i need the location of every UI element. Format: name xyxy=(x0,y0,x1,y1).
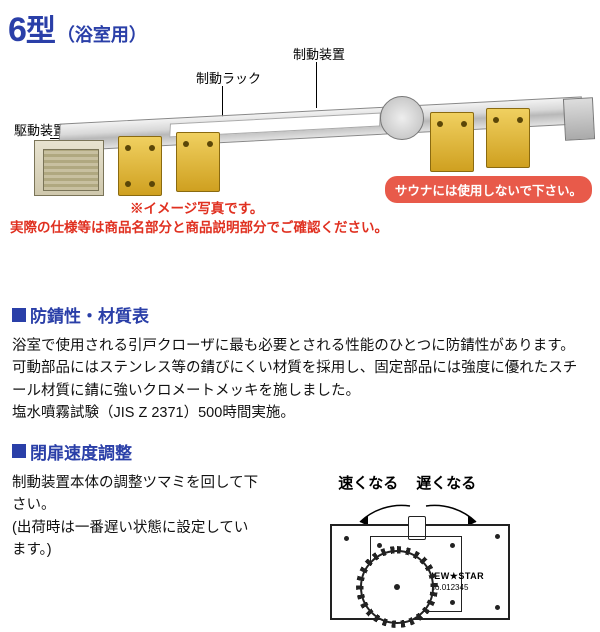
section2-title: 閉扉速度調整 xyxy=(30,439,132,464)
fast-label: 速くなる xyxy=(338,472,398,493)
callout-brake-device: 制動装置 xyxy=(293,44,345,63)
drive-unit-icon xyxy=(34,140,104,196)
sauna-warning-badge: サウナには使用しないで下さい。 xyxy=(385,176,592,203)
section-speed-adjust: 閉扉速度調整 xyxy=(0,439,600,464)
section1-para1: 浴室で使用される引戸クローザに最も必要とされる性能のひとつに防錆性があります。可… xyxy=(12,335,588,402)
section2-para1: 制動装置本体の調整ツマミを回して下さい。 xyxy=(12,472,260,517)
section1-para2: 塩水噴霧試験（JIS Z 2371）500時間実施。 xyxy=(12,402,588,424)
section-rust-material: 防錆性・材質表 浴室で使用される引戸クローザに最も必要とされる性能のひとつに防錆… xyxy=(0,302,600,425)
callout-brake-rack: 制動ラック xyxy=(196,68,261,87)
brake-device-diagram: NEW★STAR No.012345 xyxy=(330,524,510,620)
note-line1: ※イメージ写真です。 xyxy=(130,200,590,219)
square-bullet-icon xyxy=(12,444,26,458)
section2-para2: (出荷時は一番遅い状態に設定しています。) xyxy=(12,517,260,562)
section1-title: 防錆性・材質表 xyxy=(30,302,149,327)
knob-diagram: 速くなる 遅くなる NEW★STAR No.012345 xyxy=(270,472,588,632)
square-bullet-icon xyxy=(12,308,26,322)
note-line2: 実際の仕様等は商品名部分と商品説明部分でご確認ください。 xyxy=(10,219,590,238)
gear-icon xyxy=(360,550,434,624)
image-disclaimer: ※イメージ写真です。 実際の仕様等は商品名部分と商品説明部分でご確認ください。 xyxy=(130,200,590,238)
slow-label: 遅くなる xyxy=(416,472,476,493)
speed-adjust-row: 制動装置本体の調整ツマミを回して下さい。 (出荷時は一番遅い状態に設定しています… xyxy=(0,472,600,632)
